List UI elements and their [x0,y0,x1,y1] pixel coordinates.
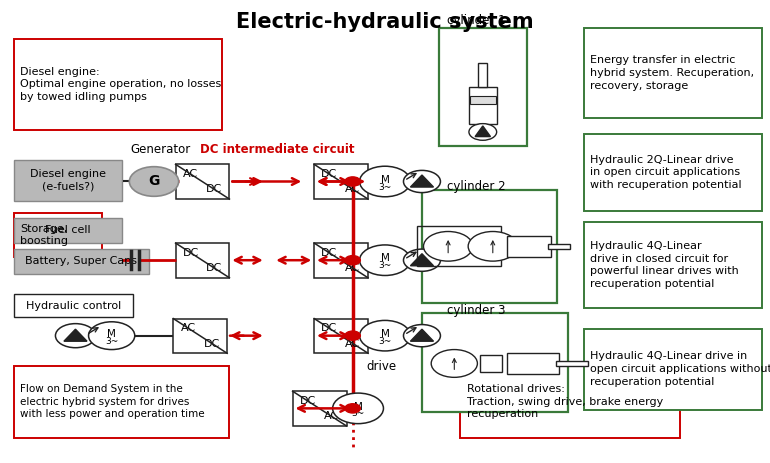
Text: Battery, Super Caps: Battery, Super Caps [25,257,137,266]
Circle shape [89,322,135,350]
Circle shape [431,350,477,377]
FancyBboxPatch shape [14,218,122,243]
Circle shape [469,124,497,140]
Text: M: M [353,401,363,412]
Text: 3~: 3~ [105,337,119,346]
Text: DC intermediate circuit: DC intermediate circuit [200,143,354,156]
FancyBboxPatch shape [584,28,762,118]
Text: 3~: 3~ [378,337,392,346]
Text: Fuel cell: Fuel cell [45,225,91,235]
Polygon shape [64,329,87,341]
Text: Hydraulic 4Q-Linear
drive in closed circuit for
powerful linear drives with
recu: Hydraulic 4Q-Linear drive in closed circ… [590,241,738,289]
Bar [469,87,497,124]
Bar [470,96,496,104]
Bar [480,355,502,372]
Circle shape [345,331,360,340]
Text: G: G [149,175,159,188]
Circle shape [403,249,440,271]
Polygon shape [410,254,434,266]
FancyBboxPatch shape [439,28,527,146]
Text: Storage,
boosting: Storage, boosting [20,224,68,246]
Text: Rotational drives:
Traction, swing drive, brake energy
recuperation: Rotational drives: Traction, swing drive… [467,384,663,419]
Bar [417,226,500,266]
Circle shape [403,325,440,347]
Circle shape [345,256,360,265]
Text: M: M [380,329,390,339]
FancyBboxPatch shape [14,366,229,438]
Text: Electric-hydraulic system: Electric-hydraulic system [236,12,534,32]
Text: AC: AC [346,263,360,273]
Circle shape [360,320,410,351]
FancyBboxPatch shape [14,160,122,201]
Text: cylinder 3: cylinder 3 [447,304,505,317]
Text: DC: DC [206,184,223,194]
Text: Flow on Demand System in the
electric hybrid system for drives
with less power a: Flow on Demand System in the electric hy… [20,384,205,419]
Text: Hydraulic control: Hydraulic control [26,300,121,311]
Bar [507,353,559,374]
Text: 3~: 3~ [378,261,392,270]
FancyBboxPatch shape [422,190,557,303]
Text: Energy transfer in electric
hybrid system. Recuperation,
recovery, storage: Energy transfer in electric hybrid syste… [590,55,754,91]
Text: cylinder 1: cylinder 1 [447,14,505,27]
FancyBboxPatch shape [14,39,222,130]
Text: DC: DC [321,248,337,258]
Text: DC: DC [182,248,199,258]
Circle shape [360,245,410,275]
Text: DC: DC [204,338,220,349]
Text: AC: AC [346,338,360,349]
FancyBboxPatch shape [314,319,368,353]
FancyBboxPatch shape [314,164,368,199]
Text: DC: DC [206,263,223,273]
Text: AC: AC [346,184,360,194]
FancyBboxPatch shape [314,243,368,278]
Text: AC: AC [183,169,198,179]
Text: Hydraulic 4Q-Linear drive in
open circuit applications without
recuperation pote: Hydraulic 4Q-Linear drive in open circui… [590,351,770,387]
Text: Diesel engine:
Optimal engine operation, no losses
by towed idling pumps: Diesel engine: Optimal engine operation,… [20,67,221,102]
Circle shape [424,232,473,261]
Text: DC: DC [321,169,337,179]
FancyBboxPatch shape [14,294,133,317]
Polygon shape [410,175,434,187]
Polygon shape [410,329,434,341]
Polygon shape [475,126,490,137]
Circle shape [345,404,360,413]
FancyBboxPatch shape [584,222,762,308]
Text: DC: DC [321,323,337,333]
Text: M: M [380,175,390,185]
FancyBboxPatch shape [422,313,568,412]
Circle shape [333,393,383,424]
Text: 3~: 3~ [351,409,365,419]
FancyBboxPatch shape [584,329,762,410]
Text: M: M [107,329,116,339]
FancyBboxPatch shape [14,213,102,257]
Bar [548,244,570,249]
Circle shape [129,167,179,196]
Text: DC: DC [300,396,316,406]
Text: M: M [380,253,390,263]
Circle shape [55,324,95,348]
Bar [556,361,588,366]
Circle shape [345,177,360,186]
Text: drive: drive [366,360,397,373]
Text: Diesel engine
(e-fuels?): Diesel engine (e-fuels?) [30,169,105,192]
FancyBboxPatch shape [176,243,229,278]
Text: Generator: Generator [130,143,190,156]
Text: AC: AC [324,411,339,421]
FancyBboxPatch shape [584,134,762,211]
Text: AC: AC [181,323,196,333]
Circle shape [403,170,440,193]
Bar [478,63,487,87]
Text: Hydraulic 2Q-Linear drive
in open circuit applications
with recuperation potenti: Hydraulic 2Q-Linear drive in open circui… [590,155,742,190]
FancyBboxPatch shape [14,249,149,274]
Circle shape [468,232,517,261]
FancyBboxPatch shape [176,164,229,199]
Text: cylinder 2: cylinder 2 [447,180,505,193]
FancyBboxPatch shape [173,319,227,353]
FancyBboxPatch shape [293,391,346,426]
Circle shape [360,166,410,197]
FancyBboxPatch shape [460,366,680,438]
Bar [507,236,551,257]
Text: 3~: 3~ [378,182,392,192]
